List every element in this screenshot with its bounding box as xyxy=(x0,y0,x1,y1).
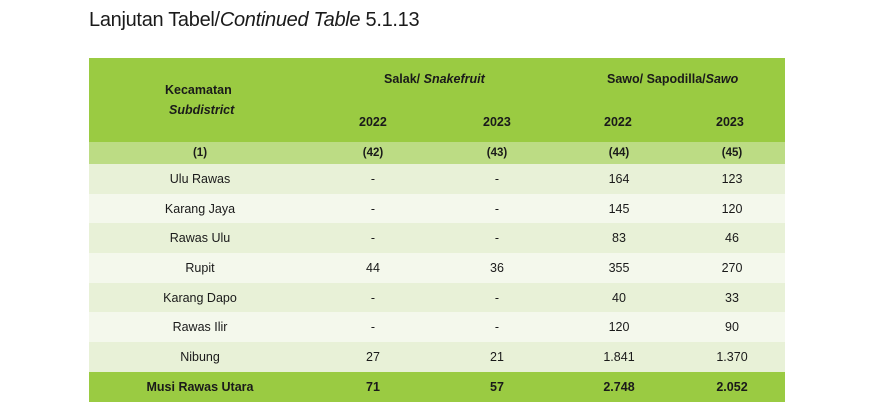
row-value: 83 xyxy=(559,223,679,253)
row-value: 27 xyxy=(311,342,435,372)
row-value: - xyxy=(311,164,435,194)
title-prefix: Lanjutan Tabel/ xyxy=(89,9,220,31)
table-row: Karang Dapo - - 40 33 xyxy=(89,283,785,313)
row-value: 44 xyxy=(311,253,435,283)
table-row: Rupit 44 36 355 270 xyxy=(89,253,785,283)
column-number-row: (1) (42) (43) (44) (45) xyxy=(89,142,785,164)
row-value: 145 xyxy=(559,194,679,224)
row-subdistrict: Rawas Ulu xyxy=(89,223,311,253)
row-subdistrict: Rawas Ilir xyxy=(89,312,311,342)
table-title: Lanjutan Tabel/Continued Table 5.1.13 xyxy=(89,9,419,32)
row-value: - xyxy=(311,194,435,224)
row-subdistrict: Nibung xyxy=(89,342,311,372)
row-value: - xyxy=(435,164,559,194)
row-value: 270 xyxy=(679,253,785,283)
total-label: Musi Rawas Utara xyxy=(89,372,311,402)
header-year-sawo-2023: 2023 xyxy=(716,115,744,129)
row-value: 123 xyxy=(679,164,785,194)
row-value: 46 xyxy=(679,223,785,253)
total-value: 57 xyxy=(435,372,559,402)
row-value: 36 xyxy=(435,253,559,283)
row-subdistrict: Rupit xyxy=(89,253,311,283)
table-row: Ulu Rawas - - 164 123 xyxy=(89,164,785,194)
header-sawo-id: Sawo/ Sapodilla/ xyxy=(607,72,706,86)
column-number: (45) xyxy=(679,142,785,164)
column-number: (1) xyxy=(89,142,311,164)
row-value: - xyxy=(435,283,559,313)
column-number: (43) xyxy=(435,142,559,164)
row-value: - xyxy=(311,283,435,313)
row-value: - xyxy=(435,223,559,253)
table-row: Karang Jaya - - 145 120 xyxy=(89,194,785,224)
column-number: (44) xyxy=(559,142,679,164)
total-value: 71 xyxy=(311,372,435,402)
data-table: Kecamatan Subdistrict Salak/ Snakefruit … xyxy=(89,58,785,402)
column-number: (42) xyxy=(311,142,435,164)
row-subdistrict: Karang Dapo xyxy=(89,283,311,313)
row-subdistrict: Ulu Rawas xyxy=(89,164,311,194)
row-value: 33 xyxy=(679,283,785,313)
row-value: 40 xyxy=(559,283,679,313)
total-value: 2.052 xyxy=(679,372,785,402)
header-sawo-en: Sawo xyxy=(706,72,739,86)
row-value: - xyxy=(435,312,559,342)
row-value: 355 xyxy=(559,253,679,283)
header-salak: Salak/ Snakefruit xyxy=(384,72,485,86)
table-body: Ulu Rawas - - 164 123 Karang Jaya - - 14… xyxy=(89,164,785,372)
row-value: - xyxy=(311,312,435,342)
row-value: - xyxy=(311,223,435,253)
table-row: Rawas Ulu - - 83 46 xyxy=(89,223,785,253)
header-salak-id: Salak/ xyxy=(384,72,424,86)
table-row: Rawas Ilir - - 120 90 xyxy=(89,312,785,342)
title-italic: Continued Table xyxy=(220,9,360,31)
row-value: 1.841 xyxy=(559,342,679,372)
title-suffix: 5.1.13 xyxy=(360,9,419,31)
header-sawo: Sawo/ Sapodilla/Sawo xyxy=(607,72,738,86)
header-salak-en: Snakefruit xyxy=(424,72,485,86)
header-year-sawo-2022: 2022 xyxy=(604,115,632,129)
header-year-salak-2023: 2023 xyxy=(483,115,511,129)
table-header: Kecamatan Subdistrict Salak/ Snakefruit … xyxy=(89,58,785,142)
header-subdistrict: Subdistrict xyxy=(169,103,234,117)
table-row: Nibung 27 21 1.841 1.370 xyxy=(89,342,785,372)
row-subdistrict: Karang Jaya xyxy=(89,194,311,224)
header-kecamatan: Kecamatan xyxy=(165,83,232,97)
row-value: 120 xyxy=(559,312,679,342)
row-value: 1.370 xyxy=(679,342,785,372)
total-row: Musi Rawas Utara 71 57 2.748 2.052 xyxy=(89,372,785,402)
header-year-salak-2022: 2022 xyxy=(359,115,387,129)
row-value: 120 xyxy=(679,194,785,224)
total-value: 2.748 xyxy=(559,372,679,402)
row-value: - xyxy=(435,194,559,224)
row-value: 21 xyxy=(435,342,559,372)
row-value: 164 xyxy=(559,164,679,194)
row-value: 90 xyxy=(679,312,785,342)
